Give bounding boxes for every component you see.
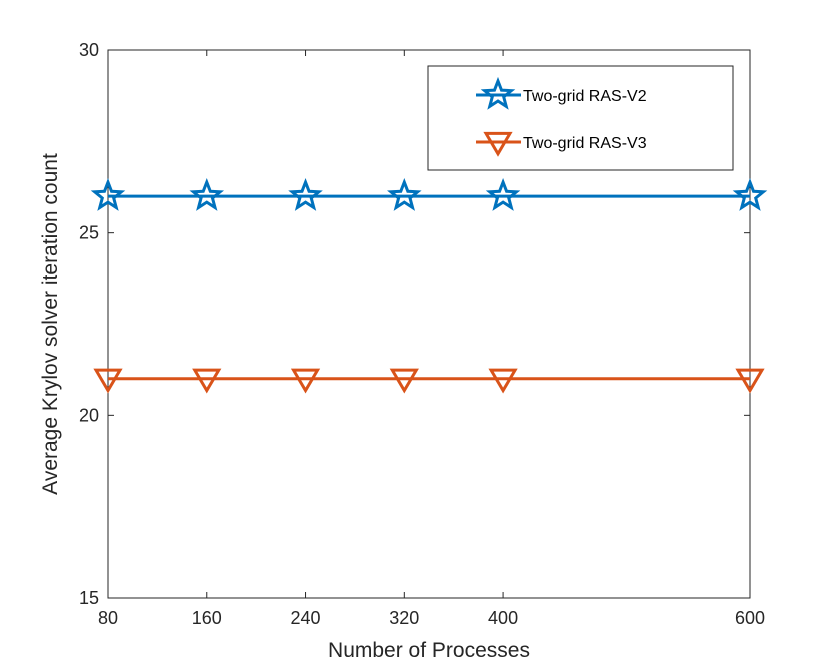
series-group	[90, 177, 768, 394]
data-point-2	[93, 368, 123, 394]
data-point-2	[389, 368, 419, 394]
y-tick-label: 20	[79, 405, 99, 425]
data-point-2	[192, 368, 222, 394]
data-point-2	[488, 368, 518, 394]
x-tick-label: 160	[192, 608, 222, 628]
legend-label-1: Two-grid RAS-V2	[523, 88, 647, 105]
x-axis-label: Number of Processes	[328, 639, 530, 662]
y-tick-label: 30	[79, 40, 99, 60]
data-point-1	[387, 177, 422, 211]
data-point-2	[290, 368, 321, 394]
x-tick-label: 400	[488, 608, 518, 628]
data-point-1	[90, 177, 126, 211]
legend: Two-grid RAS-V2 Two-grid RAS-V3	[427, 65, 734, 171]
x-tick-label: 320	[389, 608, 419, 628]
data-point-2	[735, 368, 765, 394]
legend-box	[427, 65, 734, 171]
legend-marker-2	[483, 131, 513, 157]
x-tick-label: 600	[735, 608, 765, 628]
y-tick-label: 15	[79, 588, 99, 608]
data-point-1	[732, 177, 768, 211]
y-axis-label: Average Krylov solver iteration count	[39, 153, 62, 495]
x-tick-label: 240	[291, 608, 321, 628]
legend-items: Two-grid RAS-V2 Two-grid RAS-V3	[476, 76, 647, 157]
data-point-1	[485, 177, 521, 211]
legend-label-2: Two-grid RAS-V3	[523, 135, 647, 152]
legend-marker-1	[480, 76, 516, 110]
y-tick-label: 25	[79, 223, 99, 243]
data-point-1	[288, 177, 323, 211]
ticks: 80 160 240 320 400 600 15 20 25 30	[79, 40, 765, 628]
x-tick-label: 80	[98, 608, 118, 628]
data-point-1	[189, 177, 225, 211]
